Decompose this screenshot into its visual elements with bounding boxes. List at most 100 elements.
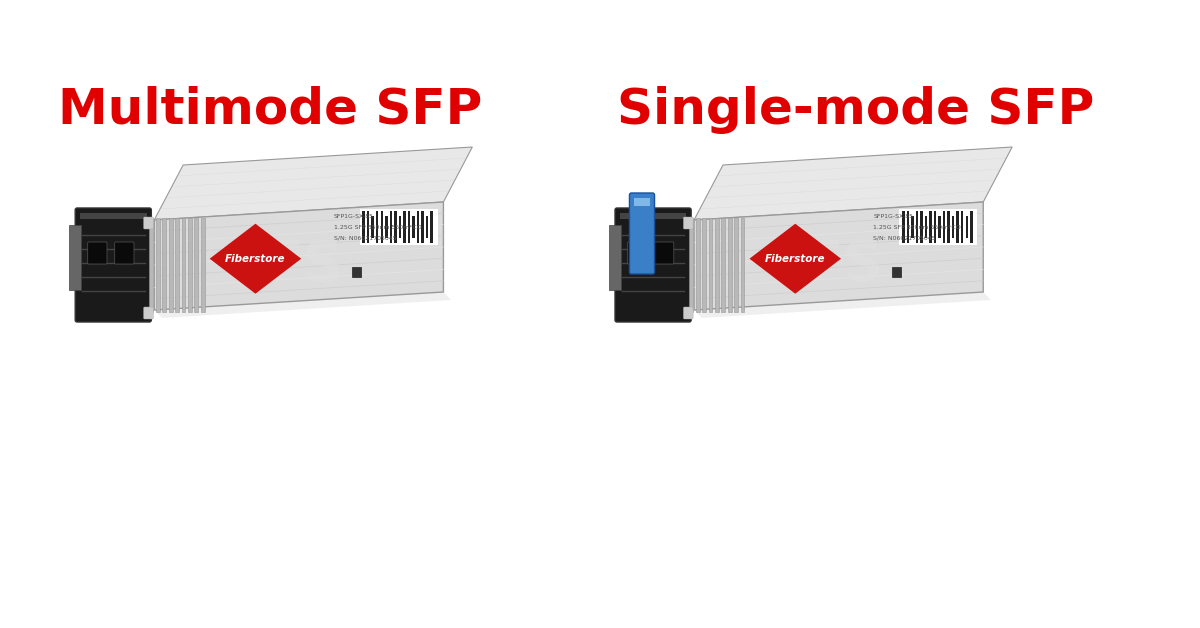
Bar [934,211,936,243]
Bar [902,211,905,243]
Bar [740,218,744,312]
Bar [416,211,419,243]
Bar [907,211,910,243]
Bar [961,211,964,243]
Bar [403,211,406,243]
Bar [635,198,649,206]
Bar [372,215,374,238]
FancyBboxPatch shape [654,242,674,264]
Bar [412,215,415,238]
Text: FS: FS [265,237,343,291]
Bar [376,211,378,243]
Text: FS: FS [805,237,883,291]
Bar [431,211,433,243]
Bar [966,215,968,238]
Bar [696,218,700,312]
Bar [925,215,928,238]
Bar [156,218,160,312]
Bar [352,267,361,277]
Text: S/N: N06021705045: S/N: N06021705045 [874,236,936,241]
Bar [966,215,968,238]
Text: SFP1G-SX-85: SFP1G-SX-85 [334,214,373,219]
FancyBboxPatch shape [144,307,154,319]
Bar [727,218,732,312]
Bar [734,218,738,312]
Bar [948,211,950,243]
Bar [907,211,910,243]
Bar [929,211,932,243]
Bar [362,211,365,243]
Polygon shape [694,292,991,318]
FancyBboxPatch shape [628,242,647,264]
FancyBboxPatch shape [76,208,151,322]
Text: SFP1G-SX-85: SFP1G-SX-85 [874,214,913,219]
Bar [372,215,374,238]
Polygon shape [155,147,473,220]
Polygon shape [750,224,841,294]
Bar [398,215,401,238]
Bar [421,211,424,243]
Bar [938,215,941,238]
Bar [150,218,154,312]
Bar [911,215,913,238]
Bar [920,211,923,243]
Bar [948,211,950,243]
Bar [380,211,383,243]
Bar [194,218,198,312]
Bar [175,218,179,312]
Text: Fiberstore: Fiberstore [766,254,826,264]
Bar [398,215,401,238]
FancyBboxPatch shape [616,208,691,322]
Bar [956,211,959,243]
Bar [899,209,978,245]
Bar [961,211,964,243]
Bar [929,211,932,243]
Bar [938,215,941,238]
Bar [412,215,415,238]
Bar [200,218,205,312]
Bar [702,218,706,312]
FancyBboxPatch shape [684,217,694,229]
Bar [892,267,901,277]
FancyBboxPatch shape [115,242,134,264]
Bar [403,211,406,243]
Bar [416,211,419,243]
Bar [362,211,365,243]
Polygon shape [155,292,451,318]
Bar [916,211,918,243]
Bar [385,215,388,238]
Bar [390,211,392,243]
Text: 1.25G SFP 850nm 550m*CO: 1.25G SFP 850nm 550m*CO [334,225,421,230]
Bar [715,218,719,312]
Bar [689,218,694,312]
Bar [188,218,192,312]
Bar [162,218,166,312]
FancyBboxPatch shape [684,307,694,319]
Polygon shape [610,225,620,290]
Bar [970,211,972,243]
Polygon shape [210,224,301,294]
Bar [925,215,928,238]
Text: 1.25G SFP 850nm 550m*CO: 1.25G SFP 850nm 550m*CO [874,225,961,230]
Bar [902,211,905,243]
Bar [943,211,946,243]
Bar [934,211,936,243]
Bar [911,215,913,238]
Bar [421,211,424,243]
Text: Multimode SFP: Multimode SFP [58,86,482,134]
Bar [390,211,392,243]
Bar [169,218,173,312]
FancyBboxPatch shape [88,242,107,264]
Bar [943,211,946,243]
Bar [620,213,686,219]
Bar [394,211,396,243]
Bar [431,211,433,243]
Bar [181,218,186,312]
Text: S/N: N06021705045: S/N: N06021705045 [334,236,396,241]
Bar [426,215,428,238]
Bar [376,211,378,243]
Bar [721,218,725,312]
Bar [360,209,438,245]
Polygon shape [694,202,983,310]
Bar [380,211,383,243]
